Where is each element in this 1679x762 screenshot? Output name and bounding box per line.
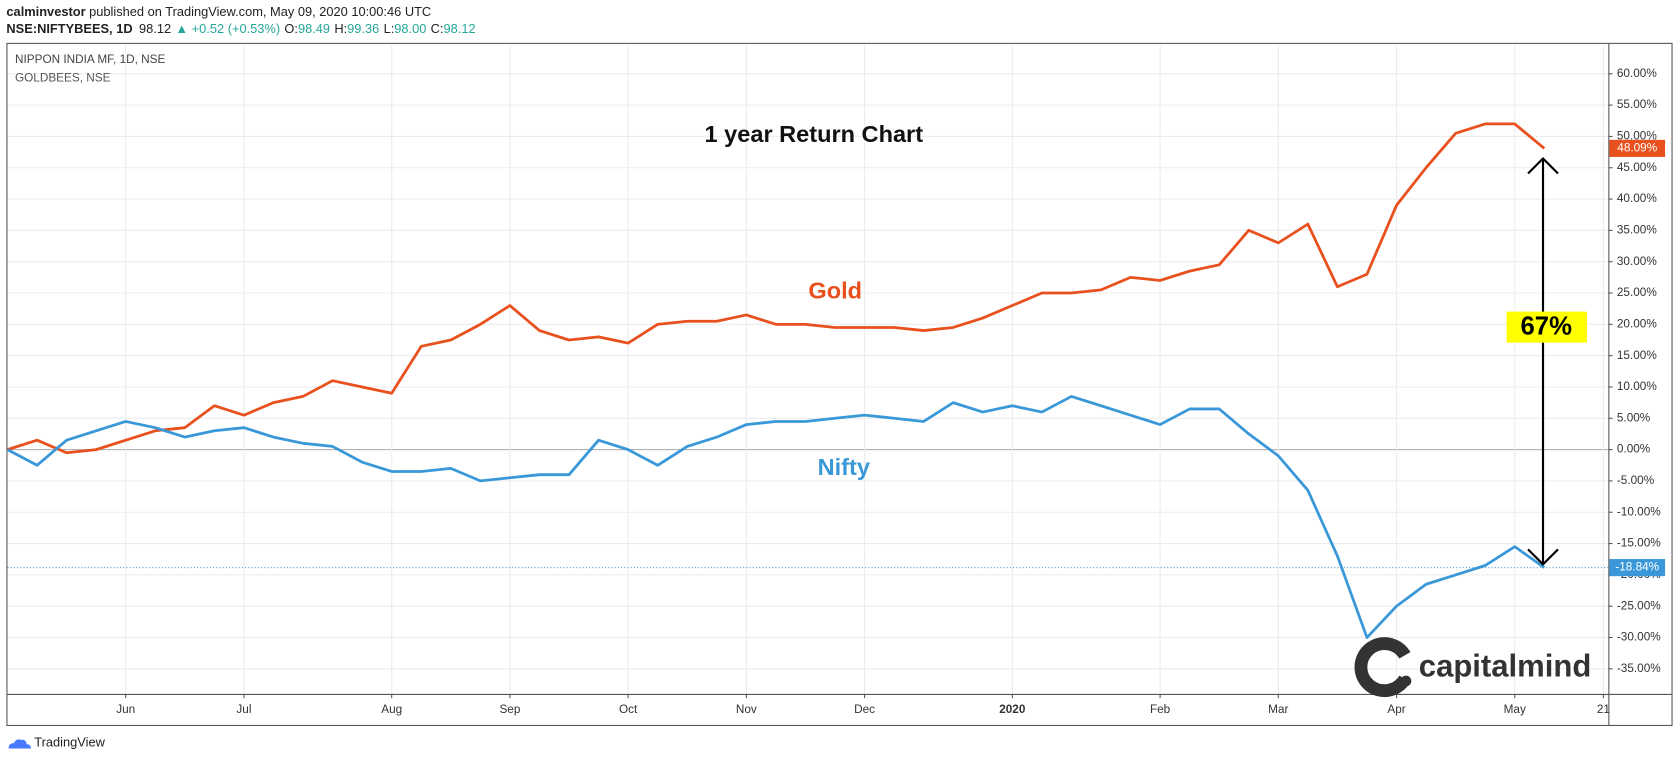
y-tick-label: -30.00% bbox=[1617, 631, 1661, 644]
y-tick-label: -25.00% bbox=[1617, 599, 1661, 612]
chart-title: 1 year Return Chart bbox=[705, 121, 924, 147]
watermark-logo bbox=[1354, 637, 1412, 698]
x-tick-label: Aug bbox=[381, 703, 402, 716]
y-tick-label: 40.00% bbox=[1617, 192, 1657, 205]
frame bbox=[6, 42, 1673, 727]
last-value-label: -18.84% bbox=[1615, 561, 1659, 574]
ohlc-label: H: bbox=[334, 21, 347, 36]
ohlc-value: 98.00 bbox=[394, 21, 426, 36]
logo-mark bbox=[1354, 637, 1411, 698]
ohlc-value: 99.36 bbox=[347, 21, 379, 36]
footer-logo bbox=[8, 739, 32, 749]
x-tick-label: Nov bbox=[736, 703, 757, 716]
watermark: capitalmind bbox=[1419, 648, 1592, 683]
legend-item: NIPPON INDIA MF, 1D, NSE bbox=[15, 53, 166, 66]
y-tick-label: 45.00% bbox=[1617, 161, 1657, 174]
ohlc-label: L: bbox=[384, 21, 395, 36]
x-tick-label: Jun bbox=[116, 703, 135, 716]
grid bbox=[7, 44, 1609, 694]
change: ▲ +0.52 (+0.53%) bbox=[175, 21, 280, 36]
ohlc-value: 98.49 bbox=[298, 21, 330, 36]
x-tick-label: 21 bbox=[1597, 703, 1610, 716]
logo-dot bbox=[1400, 675, 1412, 687]
x-tick-label: Mar bbox=[1268, 703, 1288, 716]
y-tick-label: 20.00% bbox=[1617, 317, 1657, 330]
x-tick-label: Sep bbox=[499, 703, 520, 716]
arrow-head bbox=[1527, 156, 1559, 175]
footer-icon bbox=[8, 739, 32, 749]
x-tick-label: Feb bbox=[1150, 703, 1171, 716]
y-tick-label: -10.00% bbox=[1617, 505, 1661, 518]
y-tick-label: 10.00% bbox=[1617, 380, 1657, 393]
ohlc-value: 98.12 bbox=[444, 21, 476, 36]
last-price: 98.12 bbox=[139, 21, 171, 36]
arrow-head bbox=[1527, 548, 1559, 566]
last-value-label: 48.09% bbox=[1617, 142, 1657, 155]
x-tick-label: Apr bbox=[1387, 703, 1405, 716]
published: published on TradingView.com, May 09, 20… bbox=[86, 4, 432, 19]
y-tick-label: 15.00% bbox=[1617, 349, 1657, 362]
annotation: 67% bbox=[1521, 312, 1573, 340]
y-tick-label: 25.00% bbox=[1617, 286, 1657, 299]
y-tick-label: 30.00% bbox=[1617, 255, 1657, 268]
x-tick-label: Oct bbox=[619, 703, 638, 716]
y-tick-label: -35.00% bbox=[1617, 662, 1661, 675]
legend-item: GOLDBEES, NSE bbox=[15, 71, 111, 84]
y-tick-label: -5.00% bbox=[1617, 474, 1655, 487]
series-label: Gold bbox=[808, 278, 862, 304]
y-tick-label: 5.00% bbox=[1617, 411, 1651, 424]
y-tick-label: 35.00% bbox=[1617, 223, 1657, 236]
x-tick-label: Dec bbox=[854, 703, 875, 716]
series-line bbox=[7, 122, 1546, 455]
header-line: calminvestor published on TradingView.co… bbox=[6, 4, 431, 19]
symbol: NSE:NIFTYBEES, 1D bbox=[6, 21, 132, 36]
x-tick-label: Jul bbox=[236, 703, 251, 716]
author: calminvestor bbox=[6, 4, 85, 19]
y-tick-label: -15.00% bbox=[1617, 537, 1661, 550]
series-lines bbox=[6, 122, 1609, 639]
last-value-tag bbox=[1609, 139, 1666, 157]
footer-brand: TradingView bbox=[34, 735, 105, 750]
ohlc-label: C: bbox=[431, 21, 444, 36]
series-label: Nifty bbox=[818, 454, 870, 480]
quote-line: NSE:NIFTYBEES, 1D 98.12 ▲ +0.52 (+0.53%) O:… bbox=[6, 21, 475, 36]
y-tick-label: 50.00% bbox=[1617, 130, 1657, 143]
last-value-tag bbox=[1609, 559, 1666, 577]
y-tick-label: 55.00% bbox=[1617, 98, 1657, 111]
return-arrow bbox=[1527, 156, 1559, 566]
y-tick-label: 60.00% bbox=[1617, 67, 1657, 80]
x-tick-label: 2020 bbox=[999, 703, 1026, 716]
series-line bbox=[6, 395, 1546, 639]
x-tick-label: May bbox=[1504, 703, 1526, 716]
y-tick-label: 0.00% bbox=[1617, 443, 1651, 456]
ohlc-label: O: bbox=[284, 21, 298, 36]
annotation-box bbox=[1506, 311, 1587, 343]
